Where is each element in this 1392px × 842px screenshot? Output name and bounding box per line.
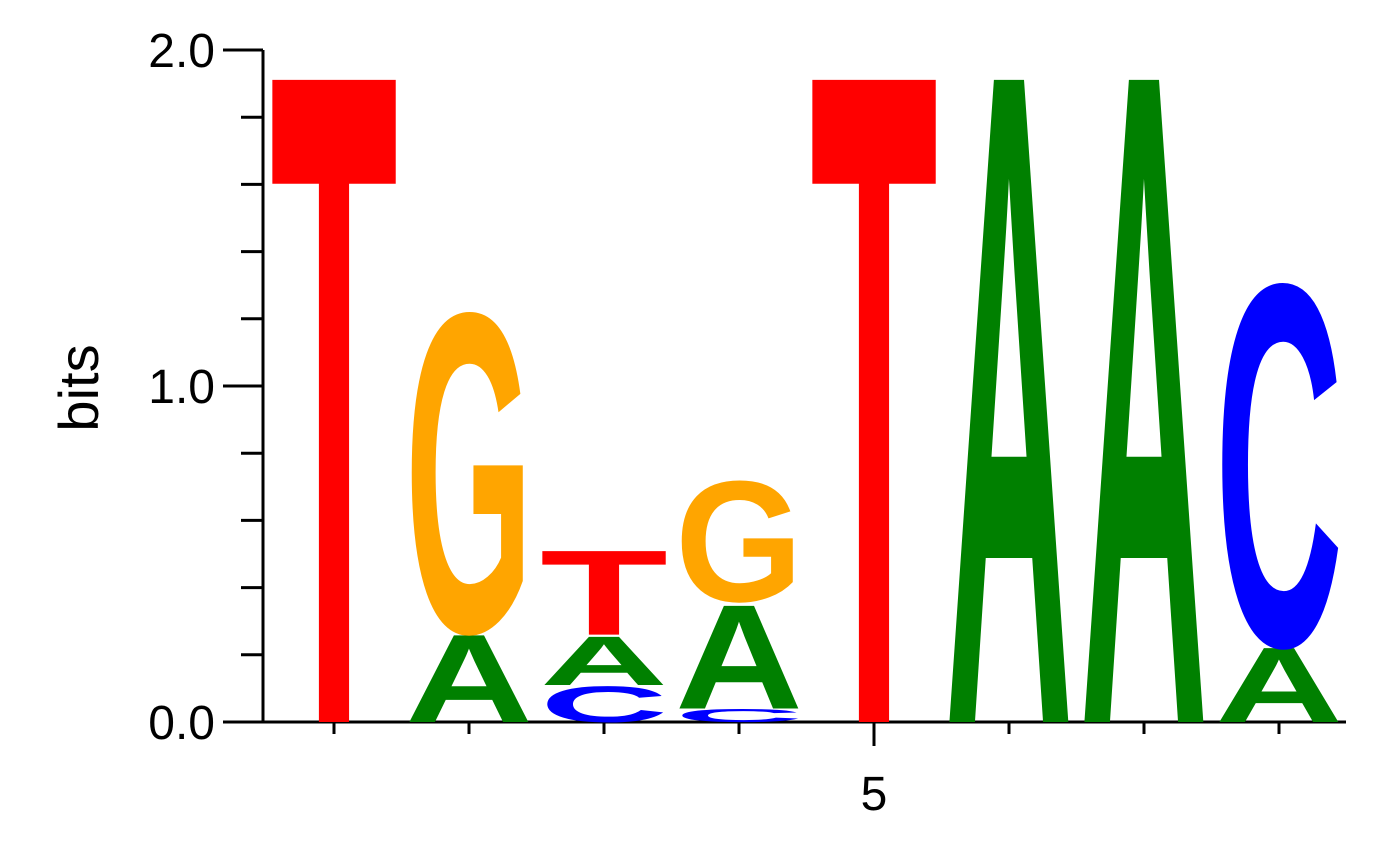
y-axis: 0.0 1.0 2.0 — [148, 25, 265, 750]
letter-glyph-A: A — [1080, 0, 1208, 842]
x-axis: 5 — [263, 720, 1346, 821]
letter-glyph-T: T — [540, 525, 668, 660]
y-tick-label: 1.0 — [148, 361, 215, 414]
letter-glyph-T: T — [270, 0, 398, 842]
y-tick-label: 2.0 — [148, 25, 215, 78]
letter-C-pos-4: C — [675, 705, 803, 726]
letter-glyph-C: C — [1215, 178, 1343, 756]
letter-A-pos-6: A — [945, 0, 1073, 842]
letter-A-pos-8: A — [1215, 625, 1343, 745]
letter-T-pos-5: T — [810, 0, 938, 842]
letter-glyph-G: G — [675, 444, 803, 638]
letter-glyph-C: C — [675, 705, 803, 726]
letter-A-pos-3: A — [540, 622, 668, 700]
letter-glyph-G: G — [405, 217, 533, 728]
letter-C-pos-3: C — [540, 676, 668, 733]
x-tick-label: 5 — [861, 768, 888, 821]
y-axis-title: bits — [47, 344, 110, 431]
letter-G-pos-4: G — [675, 444, 803, 638]
letter-glyph-A: A — [675, 574, 803, 741]
letter-A-pos-4: A — [675, 574, 803, 741]
letter-A-pos-2: A — [405, 608, 533, 749]
letter-glyph-A: A — [405, 608, 533, 749]
letter-glyph-A: A — [945, 0, 1073, 842]
letter-glyph-A: A — [1215, 625, 1343, 745]
letter-G-pos-2: G — [405, 217, 533, 728]
letter-T-pos-1: T — [270, 0, 398, 842]
letter-glyph-C: C — [540, 676, 668, 733]
letter-A-pos-7: A — [1080, 0, 1208, 842]
letter-glyph-T: T — [810, 0, 938, 842]
letter-T-pos-3: T — [540, 525, 668, 660]
letter-glyph-A: A — [540, 622, 668, 700]
letter-C-pos-8: C — [1215, 178, 1343, 756]
y-tick-label: 0.0 — [148, 697, 215, 750]
